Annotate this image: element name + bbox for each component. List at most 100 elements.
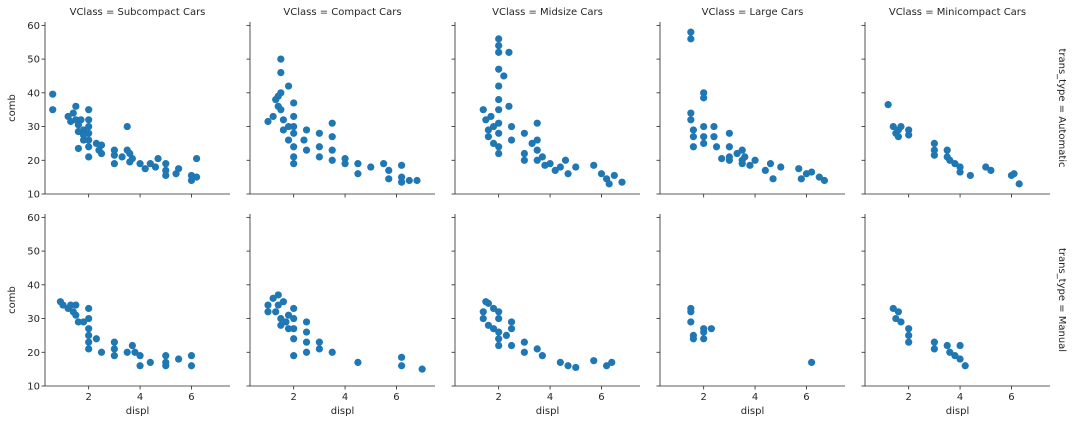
data-point: [489, 139, 498, 148]
data-point: [807, 168, 816, 176]
data-point: [110, 338, 118, 346]
data-point: [162, 160, 170, 168]
data-point: [72, 301, 80, 309]
data-point: [489, 304, 498, 313]
data-point: [97, 141, 106, 149]
data-point: [946, 156, 954, 164]
x-tick-label: 6: [1008, 392, 1014, 403]
x-axis-label: displ: [331, 406, 354, 417]
y-tick-label: 40: [27, 88, 40, 99]
data-point: [700, 122, 708, 131]
facet-column-title: VClass = Minicompact Cars: [889, 7, 1026, 18]
data-point: [892, 314, 900, 323]
data-point: [315, 129, 323, 137]
data-point: [290, 160, 298, 168]
data-point: [1010, 170, 1018, 178]
data-point: [302, 338, 311, 346]
data-point: [315, 338, 323, 346]
data-point: [733, 149, 741, 158]
data-point: [766, 160, 775, 168]
data-point: [700, 328, 708, 336]
data-point: [538, 352, 546, 360]
data-point: [505, 102, 513, 110]
x-tick-label: 2: [290, 392, 296, 403]
data-point: [282, 318, 290, 326]
data-point: [533, 136, 541, 144]
data-point: [284, 122, 293, 131]
data-point: [807, 358, 816, 366]
data-point: [710, 122, 718, 131]
data-point: [495, 149, 503, 158]
data-point: [987, 166, 995, 174]
data-point: [489, 122, 498, 131]
data-point: [302, 348, 311, 356]
data-point: [769, 175, 777, 183]
data-point: [689, 126, 698, 134]
data-point: [302, 146, 311, 154]
data-point: [897, 318, 905, 326]
data-point: [533, 146, 541, 154]
data-point: [930, 146, 938, 154]
data-point: [328, 348, 336, 356]
data-point: [484, 133, 493, 141]
data-point: [930, 345, 938, 353]
data-point: [110, 345, 118, 353]
x-tick-label: 4: [342, 392, 348, 403]
data-point: [277, 106, 285, 114]
data-point: [495, 106, 503, 114]
data-point: [110, 151, 118, 159]
data-point: [797, 175, 805, 183]
data-point: [290, 99, 298, 107]
x-axis-label: displ: [536, 406, 559, 417]
data-point: [746, 161, 754, 169]
data-point: [951, 352, 959, 360]
data-point: [192, 173, 201, 181]
data-point: [264, 117, 272, 126]
data-point: [725, 156, 733, 164]
data-point: [520, 338, 528, 346]
data-point: [284, 311, 293, 319]
data-point: [354, 358, 362, 366]
facet-row-title: trans_type = Automatic: [1056, 48, 1067, 167]
data-point: [92, 335, 100, 343]
data-point: [290, 122, 298, 131]
data-point: [85, 116, 93, 124]
data-point: [564, 362, 572, 370]
data-point: [710, 133, 718, 141]
data-point: [507, 325, 516, 333]
data-point: [689, 335, 698, 343]
data-point: [930, 151, 938, 159]
data-point: [551, 166, 559, 174]
data-point: [956, 168, 964, 176]
data-point: [982, 163, 990, 171]
data-point: [162, 166, 170, 174]
data-point: [274, 301, 282, 309]
data-point: [175, 355, 183, 363]
data-point: [272, 308, 280, 316]
data-point: [546, 160, 554, 168]
data-point: [85, 338, 93, 346]
data-point: [777, 163, 785, 171]
data-point: [85, 153, 93, 161]
data-point: [72, 311, 80, 319]
data-point: [533, 119, 541, 127]
x-tick-label: 2: [700, 392, 706, 403]
data-point: [315, 143, 323, 151]
data-point: [495, 82, 503, 90]
x-axis-label: displ: [126, 406, 149, 417]
data-point: [738, 146, 746, 154]
data-point: [85, 106, 93, 114]
x-tick-label: 2: [495, 392, 501, 403]
data-point: [966, 171, 974, 180]
x-tick-label: 6: [598, 392, 604, 403]
data-point: [405, 176, 413, 185]
data-point: [79, 318, 88, 326]
data-point: [418, 365, 426, 373]
data-point: [380, 160, 388, 168]
x-tick-label: 2: [85, 392, 91, 403]
data-point: [192, 154, 201, 163]
data-point: [725, 129, 733, 137]
data-point: [187, 352, 196, 360]
data-point: [97, 348, 106, 356]
